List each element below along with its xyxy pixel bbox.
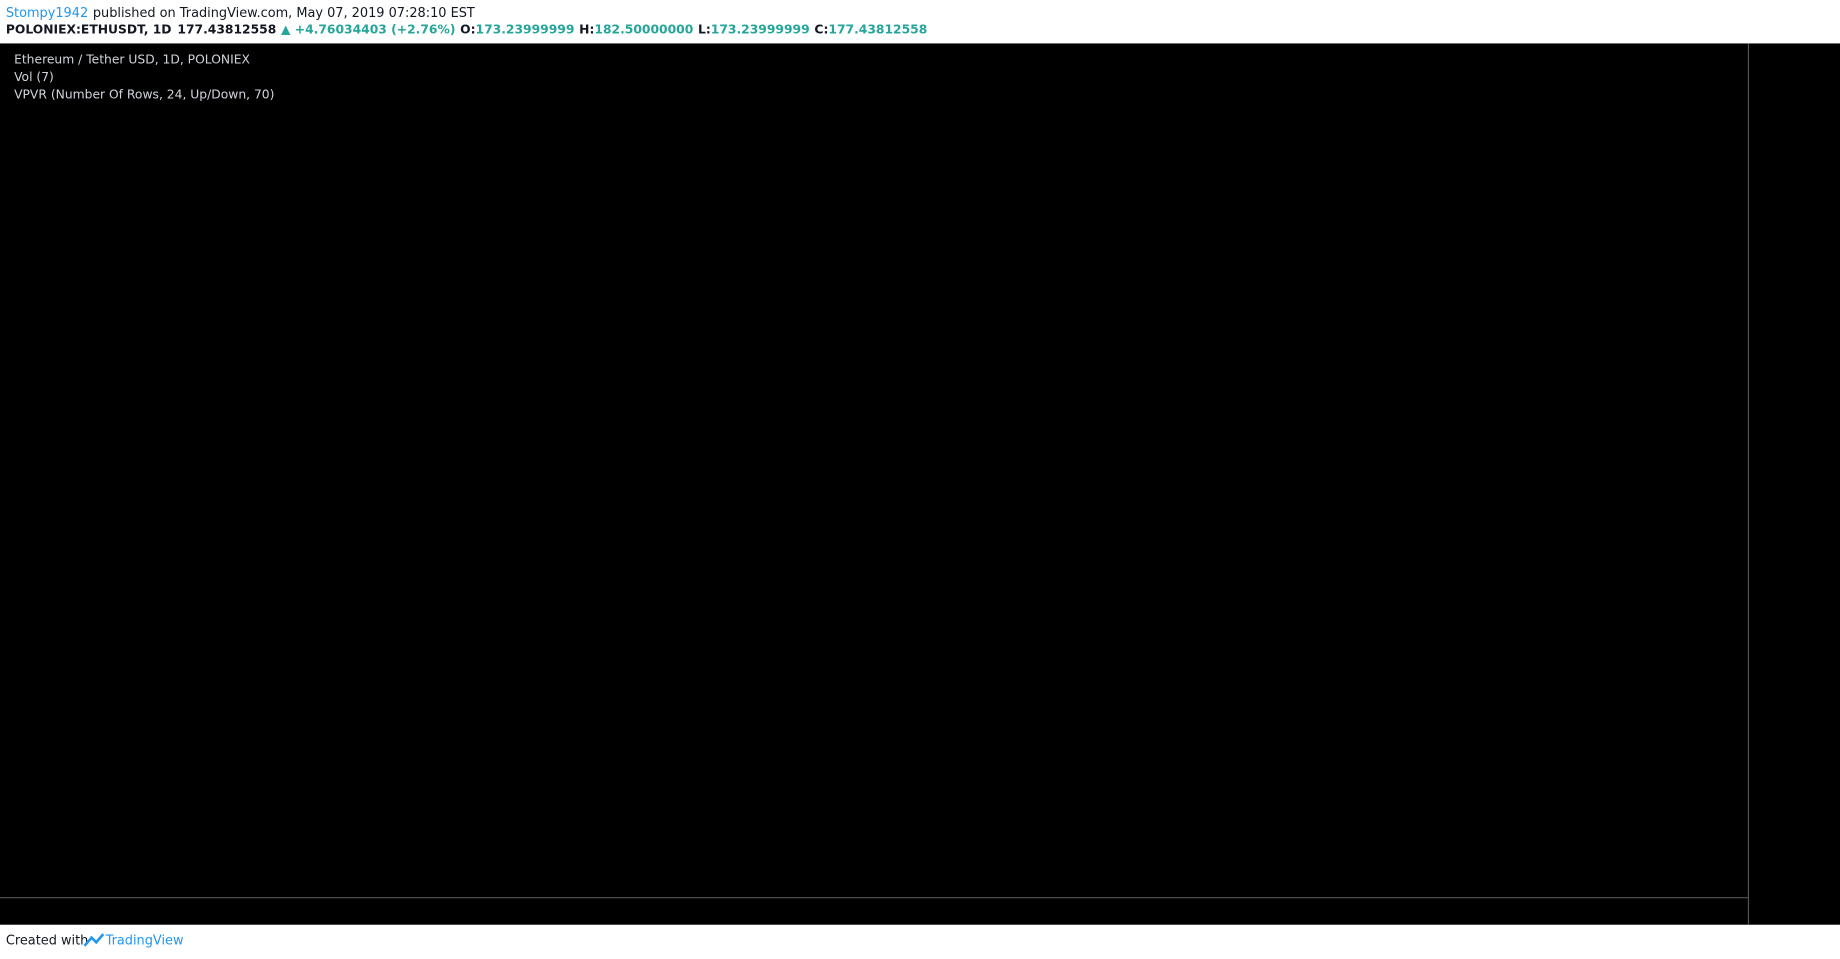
change: ▲ +4.76034403 (+2.76%): [281, 22, 455, 36]
published: published on TradingView.com, May 07, 20…: [93, 5, 475, 20]
last-price: 177.43812558: [177, 22, 276, 36]
ohlc-label: O:: [460, 22, 475, 36]
footer-text: Created with: [6, 934, 88, 949]
chart-background: [0, 43, 1840, 925]
legend-line: VPVR (Number Of Rows, 24, Up/Down, 70): [14, 88, 274, 102]
legend-line: Vol (7): [14, 70, 54, 84]
publish-line: Stompy1942 published on TradingView.com, …: [6, 5, 475, 20]
ohlc-label: H:: [579, 22, 594, 36]
chart-title: Ethereum / Tether USD, 1D, POLONIEX: [14, 52, 250, 66]
ohlc-label: C:: [814, 22, 828, 36]
tradingview-logo[interactable]: [83, 933, 105, 947]
ohlc-value: 173.23999999: [711, 22, 810, 36]
ohlc-label: L:: [698, 22, 711, 36]
ohlc-value: 182.50000000: [594, 22, 693, 36]
author[interactable]: Stompy1942: [6, 5, 88, 20]
ohlc-value: 177.43812558: [828, 22, 927, 36]
footer-brand[interactable]: TradingView: [105, 934, 184, 949]
logo-icon: [83, 933, 105, 947]
ohlc-value: 173.23999999: [476, 22, 575, 36]
symbol-line: POLONIEX:ETHUSDT, 1D 177.43812558 ▲ +4.760…: [6, 22, 927, 36]
symbol: POLONIEX:ETHUSDT, 1D: [6, 22, 172, 36]
